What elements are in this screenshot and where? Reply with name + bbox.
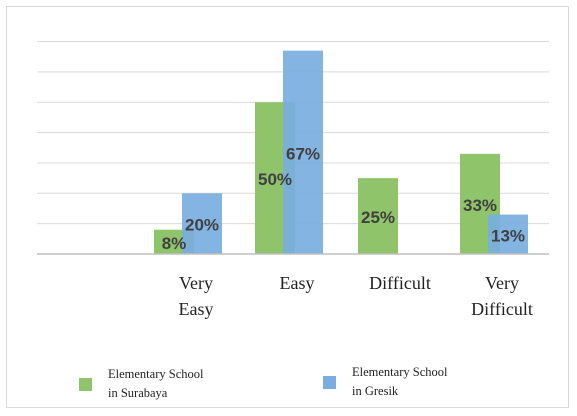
legend-swatch-surabaya — [79, 377, 92, 391]
data-label: 8% — [162, 234, 187, 253]
legend-label-gresik: Elementary School in Gresik — [352, 363, 482, 401]
legend-label-line: in Surabaya — [108, 386, 168, 400]
legend-label-surabaya: Elementary School in Surabaya — [108, 365, 238, 403]
bar-gresik-very-easy — [182, 193, 222, 254]
data-label: 25% — [361, 208, 395, 227]
category-label-difficult: Difficult — [350, 270, 450, 296]
data-label: 13% — [491, 226, 525, 245]
category-label-line: Very — [179, 273, 213, 293]
category-label-very-difficult: Very Difficult — [452, 270, 552, 322]
category-label-line: Easy — [279, 273, 315, 293]
legend-item-surabaya: Elementary School in Surabaya — [79, 365, 238, 403]
category-label-line: Very — [485, 273, 519, 293]
chart-frame: 8% 50% 25% 33% 20% 67% 13% Very Easy Easy Difficu… — [6, 6, 569, 408]
legend-label-line: in Gresik — [352, 384, 399, 398]
data-label: 67% — [286, 144, 320, 163]
category-label-line: Easy — [178, 299, 214, 319]
category-label-line: Difficult — [471, 299, 533, 319]
category-label-easy: Easy — [247, 270, 347, 296]
bar-surabaya-difficult — [358, 178, 398, 254]
bar-gresik-very-difficult — [488, 214, 528, 254]
legend-label-line: Elementary School — [108, 367, 204, 381]
data-label: 20% — [185, 216, 219, 235]
category-label-very-easy: Very Easy — [146, 270, 246, 322]
legend-label-line: Elementary School — [352, 365, 448, 379]
plot-area: 8% 50% 25% 33% 20% 67% 13% — [37, 41, 549, 255]
data-label: 33% — [463, 196, 497, 215]
bar-gresik-easy — [283, 50, 323, 254]
legend-item-gresik: Elementary School in Gresik — [323, 363, 482, 401]
data-label: 50% — [258, 170, 292, 189]
legend-swatch-gresik — [323, 375, 336, 389]
category-label-line: Difficult — [369, 273, 431, 293]
